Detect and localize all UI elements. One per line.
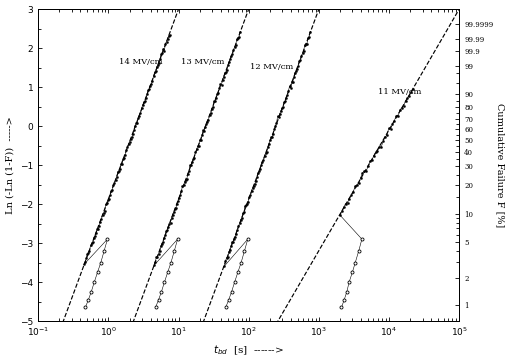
Text: 14 MV/cm: 14 MV/cm (119, 58, 162, 66)
X-axis label: $t_{bd}$  [s]  ------>: $t_{bd}$ [s] ------> (213, 344, 284, 358)
Text: 13 MV/cm: 13 MV/cm (181, 58, 224, 66)
Text: 12 MV/cm: 12 MV/cm (250, 64, 293, 72)
Y-axis label: Ln (-Ln (1-F))  ----->: Ln (-Ln (1-F)) -----> (6, 116, 15, 214)
Text: 11 MV/cm: 11 MV/cm (378, 87, 421, 95)
Y-axis label: Cumulative Failure F [%]: Cumulative Failure F [%] (494, 103, 503, 227)
